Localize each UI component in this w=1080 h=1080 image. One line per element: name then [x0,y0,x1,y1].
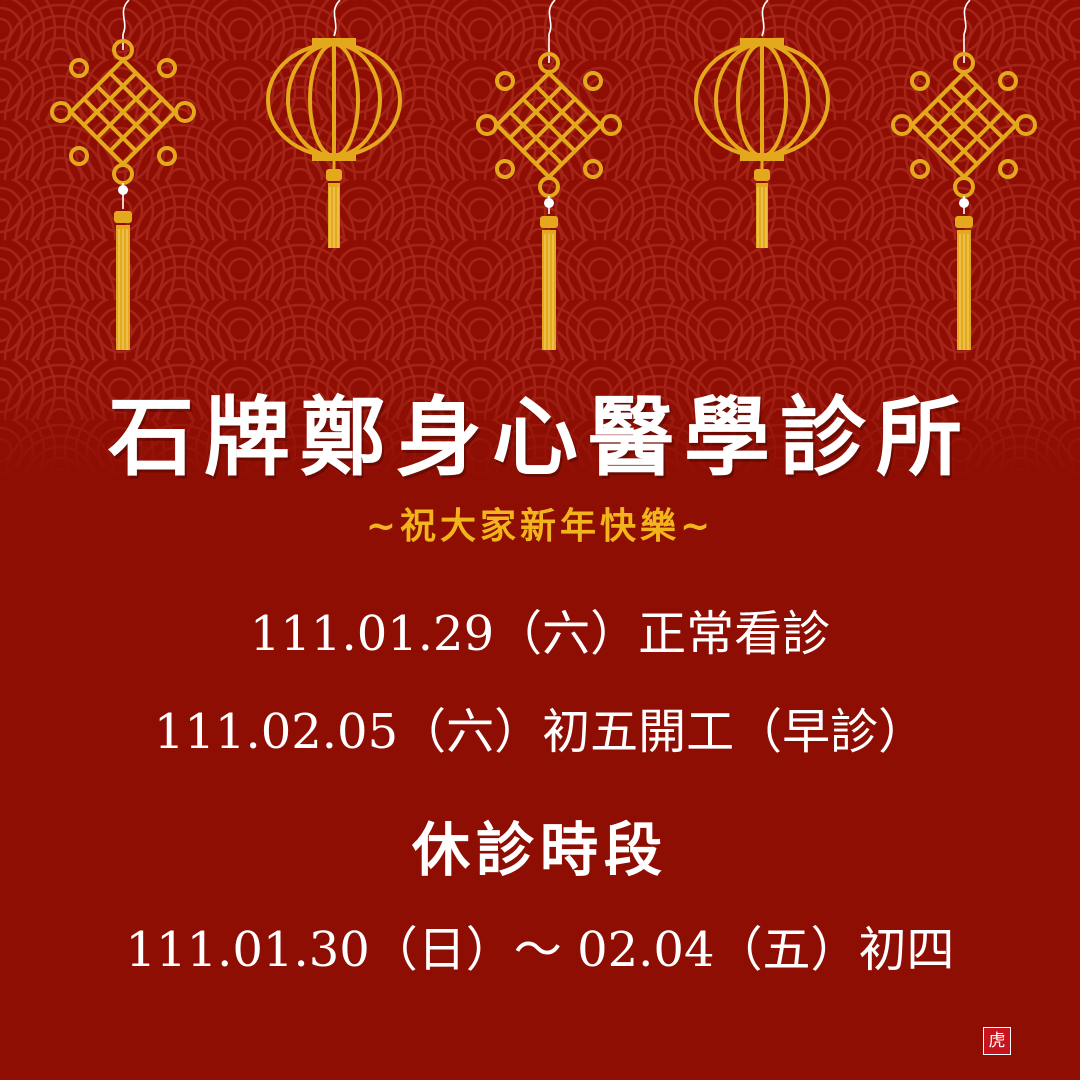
closed-period-heading: 休診時段 [411,816,668,884]
chinese-knot-icon [891,0,1037,350]
clinic-title: 石牌鄭身心醫學診所 [108,387,972,488]
red-lantern-icon [694,0,830,248]
greeting-subtitle: ~祝大家新年快樂~ [365,506,715,547]
chinese-knot-icon [476,0,622,350]
closed-period-range: 111.01.30（日）～ 02.04（五）初四 [125,922,955,978]
open-day-line: 111.01.29（六）正常看診 [249,606,831,662]
open-day-line: 111.02.05（六）初五開工（早診） [153,704,927,760]
red-lantern-icon [266,0,402,248]
chinese-knot-icon [50,0,196,350]
tiger-seal-stamp: 虎 [983,1027,1011,1055]
